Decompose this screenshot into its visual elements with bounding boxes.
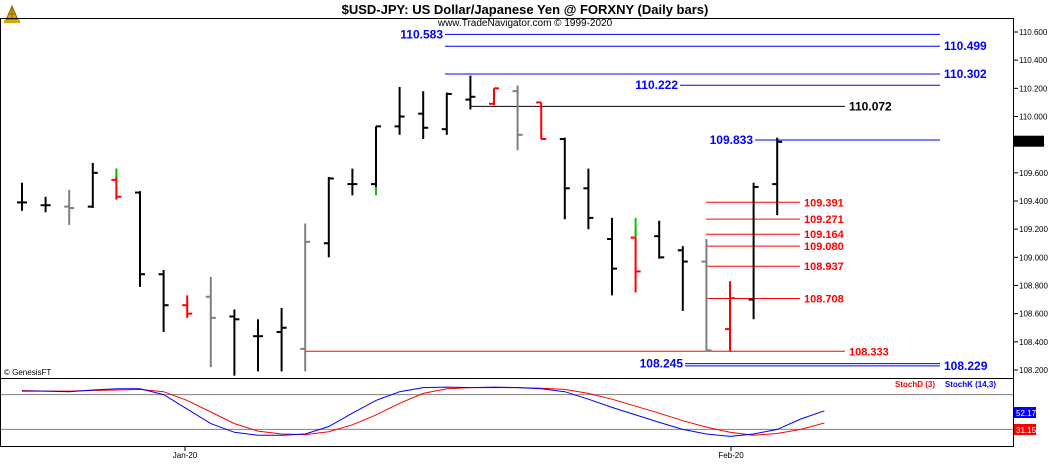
ohlc-bar	[300, 223, 311, 372]
logo-icon	[4, 4, 20, 23]
level-label: 108.245	[640, 357, 684, 371]
ohlc-bar	[17, 182, 27, 211]
ohlc-bar	[559, 137, 570, 220]
y-tick-label: 110.600	[1019, 28, 1048, 37]
level-label: 108.708	[804, 293, 844, 305]
level-label: 109.080	[804, 241, 844, 253]
ohlc-bar	[182, 295, 193, 318]
ohlc-bar	[371, 125, 381, 192]
stoch-d-badge: 31.15	[1014, 424, 1037, 435]
y-tick-label: 110.000	[1019, 113, 1048, 122]
ohlc-bar	[135, 191, 145, 287]
stoch-k-line	[22, 386, 825, 437]
x-tick-label: Jan-20	[173, 451, 198, 460]
y-tick-label: 110.200	[1019, 84, 1048, 93]
level-label: 110.499	[944, 39, 987, 53]
stoch-d-line	[21, 387, 825, 436]
ohlc-bar	[205, 277, 216, 368]
ohlc-bar	[253, 319, 263, 372]
ohlc-bar	[87, 162, 98, 209]
level-label: 108.937	[804, 261, 844, 273]
ohlc-bar	[347, 168, 358, 196]
chart-title: $USD-JPY: US Dollar/Japanese Yen @ FORXN…	[342, 2, 709, 17]
stoch-k-value: 52.17	[1016, 409, 1037, 418]
level-label: 109.164	[804, 229, 845, 241]
ohlc-bar	[323, 177, 334, 258]
ohlc-bar	[748, 182, 759, 320]
chart-subtitle: www.TradeNavigator.com © 1999-2020	[437, 18, 613, 29]
copyright: © GenesisFT	[4, 368, 51, 377]
stoch-k-badge: 52.17	[1014, 407, 1037, 418]
level-label: 109.391	[804, 197, 844, 209]
ohlc-bar	[536, 101, 547, 141]
level-label: 108.229	[944, 359, 988, 373]
level-label: 110.072	[849, 99, 892, 113]
ohlc-bar	[418, 91, 429, 140]
ohlc-bar	[654, 220, 665, 259]
y-tick-label: 109.000	[1019, 253, 1048, 262]
ohlc-bar	[465, 75, 476, 110]
y-tick-label: 108.800	[1019, 282, 1048, 291]
ohlc-bar	[394, 86, 405, 135]
ohlc-bar	[276, 308, 287, 372]
ohlc-bar	[583, 168, 594, 230]
level-label: 109.271	[804, 214, 844, 226]
current-price-badge	[1014, 135, 1044, 147]
ohlc-bar	[441, 92, 452, 135]
ohlc-bar	[40, 196, 51, 213]
ohlc-bar	[64, 189, 75, 225]
level-label: 110.222	[635, 78, 678, 92]
level-label: 110.583	[400, 27, 443, 41]
level-label: 110.302	[944, 67, 987, 81]
y-tick-label: 109.600	[1019, 169, 1048, 178]
ohlc-bar	[229, 309, 240, 376]
indicator-pane	[0, 378, 1014, 447]
ohlc-bar	[489, 87, 499, 106]
current-price-label: 109.821	[1016, 138, 1045, 147]
y-tick-label: 110.400	[1019, 56, 1048, 65]
y-tick-label: 109.200	[1019, 225, 1048, 234]
price-pane	[0, 18, 1014, 379]
y-tick-label: 108.400	[1019, 338, 1048, 347]
ohlc-bar	[725, 281, 735, 352]
ohlc-bar	[607, 217, 617, 296]
ohlc-bar	[158, 270, 169, 332]
ohlc-bar	[701, 239, 712, 352]
stoch-d-value: 31.15	[1016, 426, 1037, 435]
level-label: 108.333	[849, 346, 889, 358]
stoch-d-label: StochD (3)	[895, 380, 935, 389]
level-label: 109.833	[710, 133, 754, 147]
y-tick-label: 108.200	[1019, 366, 1048, 375]
y-tick-label: 108.600	[1019, 310, 1048, 319]
x-tick-label: Feb-20	[718, 451, 744, 460]
ohlc-bar	[772, 137, 783, 216]
stoch-k-label: StochK (14,3)	[945, 380, 996, 389]
ohlc-bar	[677, 246, 688, 311]
y-tick-label: 109.400	[1019, 197, 1048, 206]
ohlc-bar	[512, 85, 523, 151]
